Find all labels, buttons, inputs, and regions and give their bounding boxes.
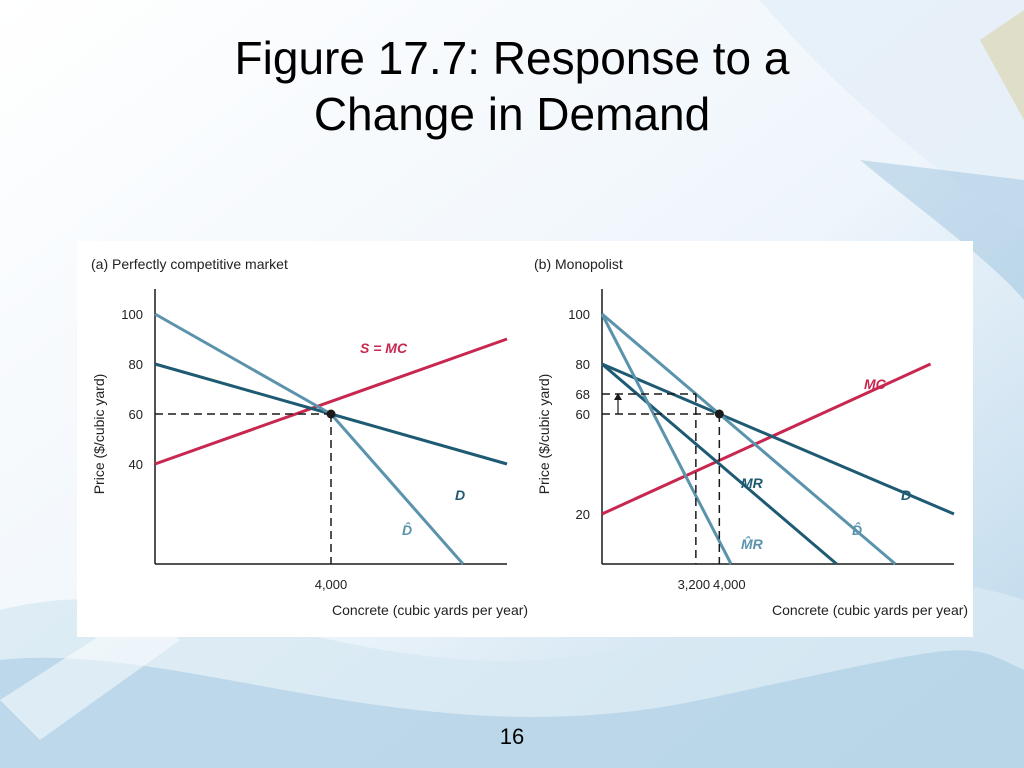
panel-a-x-tick-label: 4,000	[315, 577, 348, 592]
panel-a-y-tick-label: 60	[129, 407, 143, 422]
panel-b-x-axis-label: Concrete (cubic yards per year)	[772, 602, 968, 618]
panel-b-x-tick-label: 3,200	[678, 577, 711, 592]
panel-a-y-tick-label: 100	[121, 307, 143, 322]
panel-b-y-tick-label: 60	[576, 407, 590, 422]
panel-b-series-line	[600, 313, 733, 565]
figure-svg: (a) Perfectly competitive market Concrete…	[91, 256, 968, 618]
page-number: 16	[499, 724, 525, 749]
panel-b-series-line	[601, 362, 932, 516]
panel-b-series-label: MR	[741, 475, 764, 491]
slide-title: Figure 17.7: Response to a Change in Dem…	[0, 30, 1024, 142]
title-line-2: Change in Demand	[313, 88, 711, 140]
figure-panel: (a) Perfectly competitive market Concrete…	[77, 241, 973, 637]
panel-b-x-tick-label: 4,000	[713, 577, 746, 592]
title-line-1: Figure 17.7: Response to a	[234, 32, 790, 84]
panel-a-y-axis-label: Price ($/cubic yard)	[91, 374, 107, 495]
panel-b-series-label: M̂R	[741, 535, 764, 552]
panel-b-series-label: D	[901, 487, 911, 503]
panel-a-series-line	[154, 337, 508, 466]
panel-a-equilibrium-point	[326, 409, 336, 419]
panel-b-series-label: MC	[864, 376, 887, 392]
panel-b-title: (b) Monopolist	[534, 256, 623, 272]
panel-b-equilibrium-point	[714, 409, 724, 419]
panel-b-y-tick-label: 80	[576, 357, 590, 372]
panel-a-series-label: S = MC	[360, 340, 408, 356]
panel-b-series-label: D̂	[852, 521, 862, 538]
panel-b-y-tick-label: 20	[576, 507, 590, 522]
panel-b-series-line	[601, 312, 897, 566]
panel-b-series-line	[601, 362, 838, 566]
panel-b-y-tick-label: 100	[568, 307, 590, 322]
panel-a-x-axis-label: Concrete (cubic yards per year)	[332, 602, 528, 618]
panel-a-series-label: D	[455, 487, 465, 503]
panel-b-y-tick-label: 68	[576, 387, 590, 402]
panel-b-price-arrow-head	[614, 393, 622, 400]
panel-b-y-axis-label: Price ($/cubic yard)	[536, 374, 552, 495]
panel-a-title: (a) Perfectly competitive market	[91, 256, 288, 272]
panel-a-y-tick-label: 40	[129, 457, 143, 472]
panel-a-series-label: D̂	[402, 521, 412, 538]
panel-a-y-tick-label: 80	[129, 357, 143, 372]
